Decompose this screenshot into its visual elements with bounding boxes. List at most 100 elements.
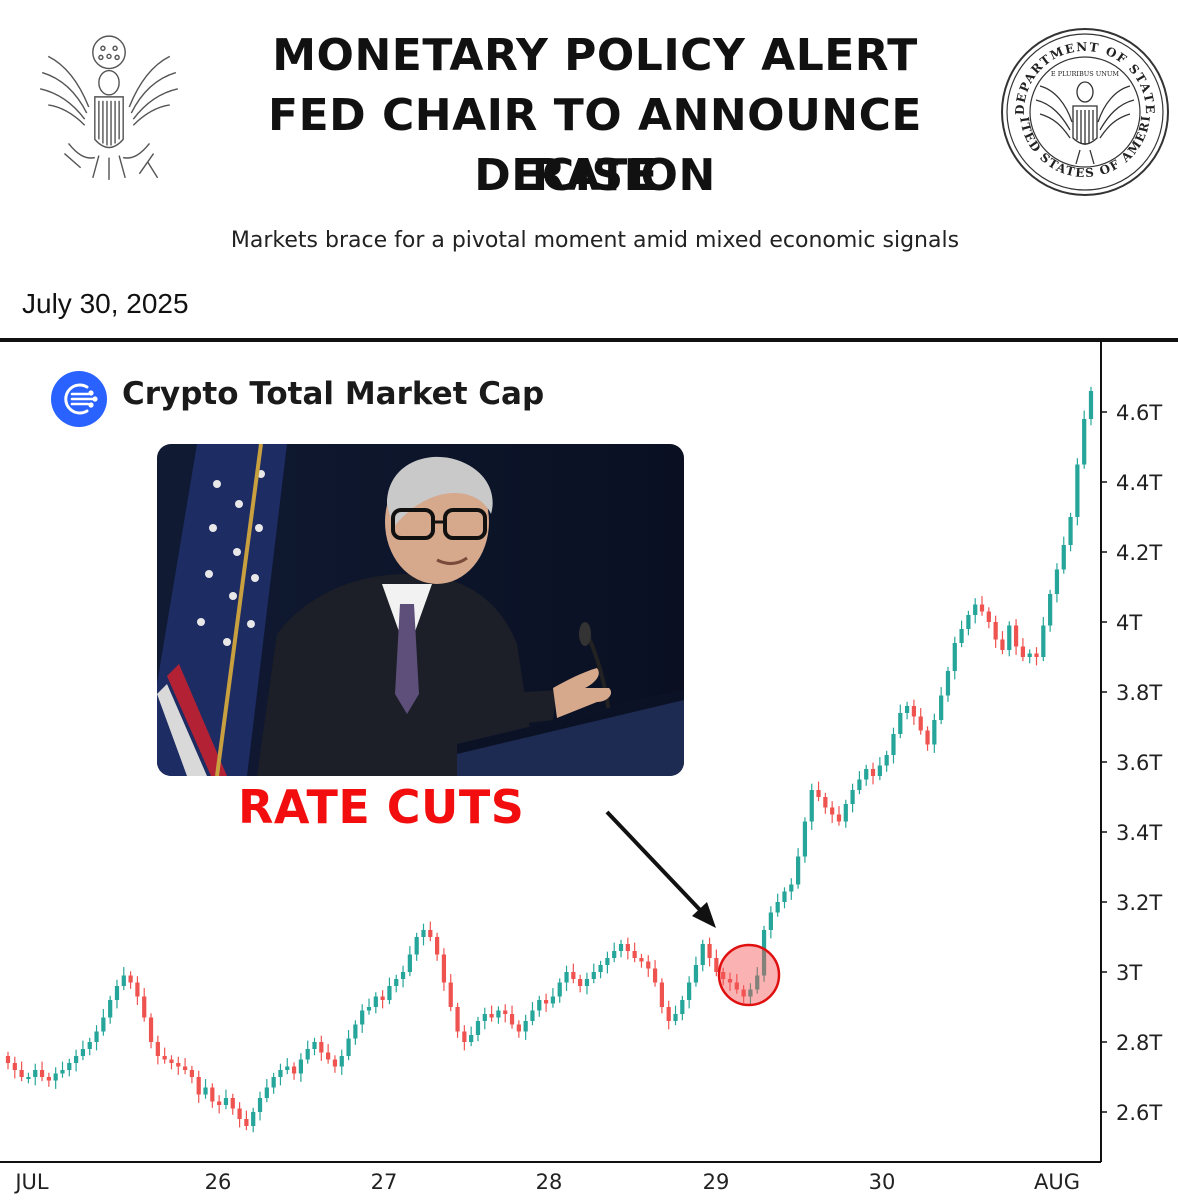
y-tick-label: 3.6T bbox=[1116, 751, 1162, 775]
candle-body bbox=[53, 1073, 58, 1081]
candle bbox=[155, 1035, 160, 1065]
candle bbox=[979, 596, 985, 616]
candle-body bbox=[1041, 625, 1046, 657]
candle-body bbox=[911, 706, 917, 717]
candle-body bbox=[714, 958, 719, 972]
candle bbox=[857, 771, 862, 795]
candle bbox=[755, 967, 760, 994]
candle bbox=[339, 1049, 344, 1075]
chart-title: Crypto Total Market Cap bbox=[122, 376, 545, 412]
candle bbox=[210, 1083, 215, 1108]
headline-line-2: FED CHAIR TO ANNOUNCE RATE bbox=[268, 90, 922, 201]
candle-body bbox=[1075, 464, 1080, 517]
candle-body bbox=[945, 671, 951, 696]
candle-body bbox=[448, 982, 453, 1007]
candle bbox=[966, 610, 971, 636]
candle bbox=[421, 923, 426, 946]
candle-body bbox=[26, 1077, 31, 1079]
candle bbox=[632, 942, 637, 963]
candle bbox=[264, 1079, 269, 1103]
candle-body bbox=[1068, 517, 1073, 545]
candle-body bbox=[693, 965, 699, 983]
candle bbox=[952, 636, 957, 680]
x-tick-label: AUG bbox=[1034, 1170, 1080, 1194]
candle bbox=[1061, 536, 1066, 574]
candle bbox=[816, 781, 821, 802]
candle-body bbox=[496, 1010, 501, 1018]
department-of-state-seal-icon: DEPARTMENT OF STATE UNITED STATES OF AME… bbox=[1000, 26, 1169, 196]
candle-body bbox=[523, 1021, 528, 1032]
candle-body bbox=[918, 716, 923, 731]
candle-body bbox=[979, 604, 985, 612]
candle bbox=[489, 1005, 494, 1022]
y-tick-label: 2.6T bbox=[1116, 1101, 1162, 1125]
candle-body bbox=[237, 1108, 242, 1119]
candle bbox=[482, 1007, 487, 1030]
candle bbox=[217, 1095, 222, 1114]
candle bbox=[53, 1067, 58, 1089]
candle bbox=[19, 1061, 24, 1082]
candle bbox=[543, 993, 549, 1012]
candle-body bbox=[162, 1056, 167, 1060]
x-tick-label: 29 bbox=[703, 1170, 730, 1194]
candle-body bbox=[489, 1014, 494, 1018]
candle bbox=[782, 887, 787, 909]
candle bbox=[1041, 617, 1046, 662]
candle-body bbox=[836, 814, 842, 822]
candle bbox=[448, 974, 453, 1012]
candle bbox=[366, 998, 372, 1015]
candle-body bbox=[625, 944, 630, 951]
headline-line-1: MONETARY POLICY ALERT bbox=[272, 30, 918, 81]
candle-body bbox=[761, 930, 767, 976]
candle-body bbox=[734, 982, 739, 990]
candle-body bbox=[101, 1017, 106, 1032]
candle bbox=[550, 988, 556, 1008]
candle bbox=[748, 983, 753, 1005]
candle bbox=[142, 988, 147, 1022]
candle-body bbox=[155, 1042, 160, 1056]
candle bbox=[414, 932, 419, 961]
candle bbox=[1075, 458, 1080, 526]
y-tick-label: 4.6T bbox=[1116, 401, 1162, 425]
x-tick-label: 30 bbox=[869, 1170, 896, 1194]
highlight-circle bbox=[717, 943, 781, 1007]
candle bbox=[1013, 619, 1019, 655]
candle bbox=[932, 713, 937, 753]
candle bbox=[346, 1030, 351, 1061]
candle bbox=[714, 949, 719, 977]
candle bbox=[1000, 631, 1005, 655]
candle-body bbox=[557, 982, 562, 997]
candle-body bbox=[421, 930, 426, 937]
candle-body bbox=[1061, 545, 1066, 570]
candle bbox=[26, 1072, 31, 1084]
candle-body bbox=[380, 996, 385, 1000]
x-tick-label: 28 bbox=[536, 1170, 563, 1194]
candle bbox=[925, 726, 930, 751]
candle-body bbox=[319, 1042, 324, 1053]
candle-body bbox=[755, 975, 760, 990]
candle-body bbox=[1000, 639, 1005, 650]
candle-body bbox=[1034, 653, 1039, 657]
candle bbox=[578, 974, 583, 993]
candle-body bbox=[864, 769, 869, 780]
candle-body bbox=[687, 982, 692, 1000]
candle-body bbox=[550, 996, 556, 1004]
candle bbox=[898, 704, 903, 739]
candle bbox=[319, 1035, 324, 1061]
candle-body bbox=[414, 937, 419, 955]
candle-body bbox=[904, 706, 910, 713]
candle-body bbox=[857, 779, 862, 790]
candle bbox=[911, 699, 917, 725]
y-tick-label: 3.8T bbox=[1116, 681, 1162, 705]
headline-line-3: DECISION bbox=[474, 150, 716, 201]
candle-body bbox=[353, 1024, 358, 1039]
candle bbox=[564, 965, 569, 991]
candle-body bbox=[823, 797, 828, 808]
candle bbox=[80, 1040, 86, 1061]
candle bbox=[291, 1062, 297, 1080]
candle bbox=[904, 701, 910, 720]
candle bbox=[721, 967, 726, 986]
candle-body bbox=[959, 629, 964, 643]
candle-body bbox=[741, 989, 746, 997]
candle-body bbox=[898, 713, 903, 734]
